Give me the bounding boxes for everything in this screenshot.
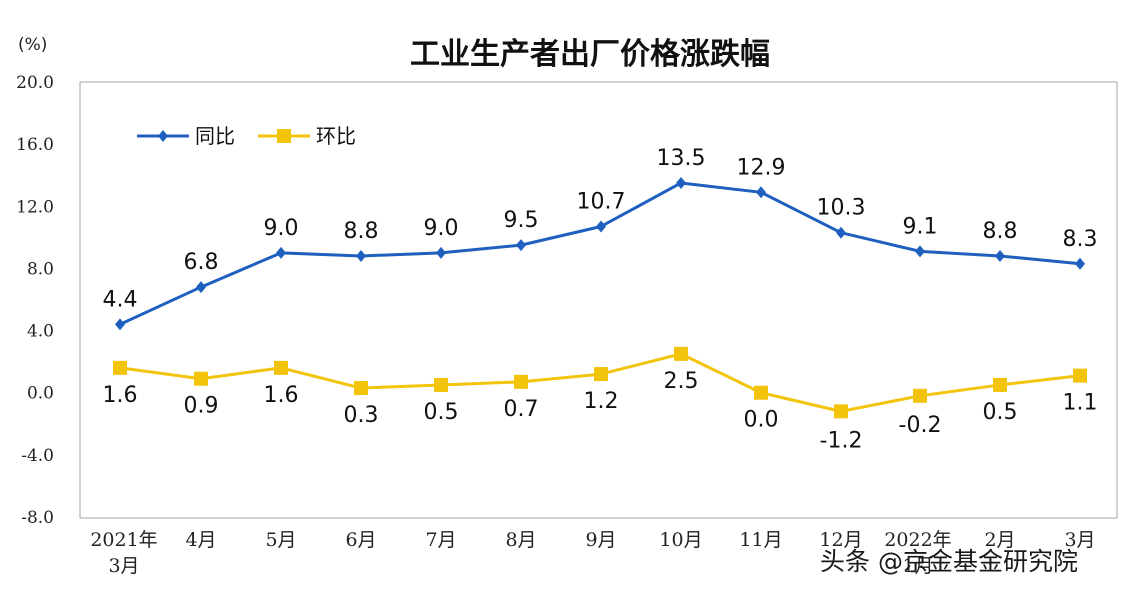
series-layer xyxy=(113,176,1087,419)
chart-title: 工业生产者出厂价格涨跌幅 xyxy=(410,37,770,72)
legend-label: 环比 xyxy=(316,124,356,148)
data-label: 0.5 xyxy=(424,400,459,425)
data-point xyxy=(436,246,446,259)
data-point xyxy=(995,250,1005,262)
data-label: 0.7 xyxy=(504,397,539,422)
y-tick-label: 0.0 xyxy=(27,384,54,404)
x-tick-label: 2月 xyxy=(984,529,1015,551)
data-point xyxy=(354,381,368,396)
x-tick-label: 12月 xyxy=(819,529,862,551)
data-point xyxy=(836,226,846,239)
data-point xyxy=(514,374,528,389)
x-tick-label: 2022年 xyxy=(884,529,951,551)
data-point xyxy=(993,377,1007,392)
x-tick-label: 1月 xyxy=(902,555,933,577)
data-label: 4.4 xyxy=(103,287,138,312)
data-label: 6.8 xyxy=(184,250,219,275)
legend: 同比 环比 xyxy=(137,124,356,148)
plot-frame xyxy=(79,81,1118,519)
data-point xyxy=(196,281,206,294)
data-point xyxy=(276,246,286,259)
x-tick-label: 8月 xyxy=(505,529,536,551)
data-label: 8.8 xyxy=(983,219,1018,244)
x-tick-label: 4月 xyxy=(185,529,216,551)
data-label: 0.3 xyxy=(344,403,379,428)
y-tick-label: 12.0 xyxy=(16,197,54,217)
data-point xyxy=(115,318,125,331)
x-tick-label: 2021年 xyxy=(90,529,157,551)
data-point xyxy=(434,377,448,392)
watermark-text: 头条 @京金基金研究院 xyxy=(820,547,1078,576)
x-tick-label: 9月 xyxy=(585,529,616,551)
y-tick-label: 20.0 xyxy=(16,73,54,93)
data-point xyxy=(194,371,208,386)
y-tick-label: -8.0 xyxy=(21,508,54,528)
data-label: 0.9 xyxy=(184,394,219,419)
data-label: 8.8 xyxy=(344,219,379,244)
x-tick-label: 5月 xyxy=(265,529,296,551)
data-label: 10.3 xyxy=(817,196,866,221)
y-axis-unit: (%) xyxy=(18,35,47,55)
y-tick-label: -4.0 xyxy=(21,446,54,466)
data-point xyxy=(676,176,686,189)
data-label: 2.5 xyxy=(664,369,699,394)
data-point xyxy=(756,186,766,199)
data-label: 1.6 xyxy=(103,383,138,408)
data-point xyxy=(356,250,366,262)
data-label: 1.2 xyxy=(584,389,619,414)
y-tick-label: 8.0 xyxy=(27,259,54,279)
y-tick-label: 4.0 xyxy=(27,322,54,342)
data-point xyxy=(1073,368,1087,383)
data-label: 9.1 xyxy=(903,214,938,239)
data-point xyxy=(913,388,927,403)
x-tick-label: 7月 xyxy=(425,529,456,551)
data-label: 9.0 xyxy=(264,216,299,241)
data-label: -0.2 xyxy=(899,413,942,438)
y-axis-ticks: 20.0 16.0 12.0 8.0 4.0 0.0 -4.0 -8.0 xyxy=(16,73,54,528)
data-point xyxy=(834,404,848,419)
x-tick-label: 11月 xyxy=(739,529,782,551)
data-point xyxy=(674,346,688,361)
data-point xyxy=(516,239,526,252)
data-label: 0.5 xyxy=(983,400,1018,425)
data-labels: 4.4 6.8 9.0 8.8 9.0 9.5 10.7 13.5 12.9 10.3 9.1 8.8… xyxy=(103,146,1098,453)
data-label: 13.5 xyxy=(657,146,706,171)
x-tick-label: 3月 xyxy=(108,555,139,577)
data-label: 10.7 xyxy=(577,189,626,214)
data-label: -1.2 xyxy=(820,428,863,453)
legend-marker xyxy=(158,130,168,142)
data-label: 12.9 xyxy=(737,155,786,180)
y-tick-label: 16.0 xyxy=(16,135,54,155)
x-tick-label: 3月 xyxy=(1064,529,1095,551)
data-label: 9.0 xyxy=(424,216,459,241)
data-label: 8.3 xyxy=(1063,227,1098,252)
data-point xyxy=(594,367,608,382)
data-point xyxy=(754,385,768,400)
legend-marker xyxy=(277,129,291,143)
x-tick-label: 6月 xyxy=(345,529,376,551)
data-point xyxy=(274,360,288,375)
data-point xyxy=(1075,257,1085,270)
x-axis-ticks: 2021年 3月 4月 5月 6月 7月 8月 9月 10月 11月 12月 2022年 1月 2月 3月 xyxy=(90,529,1095,577)
data-point xyxy=(596,220,606,233)
data-label: 1.6 xyxy=(264,383,299,408)
x-tick-label: 10月 xyxy=(659,529,702,551)
data-label: 1.1 xyxy=(1063,391,1098,416)
data-label: 0.0 xyxy=(744,408,779,433)
data-label: 9.5 xyxy=(504,208,539,233)
data-point xyxy=(915,245,925,258)
data-point xyxy=(113,360,127,375)
legend-label: 同比 xyxy=(195,124,235,148)
